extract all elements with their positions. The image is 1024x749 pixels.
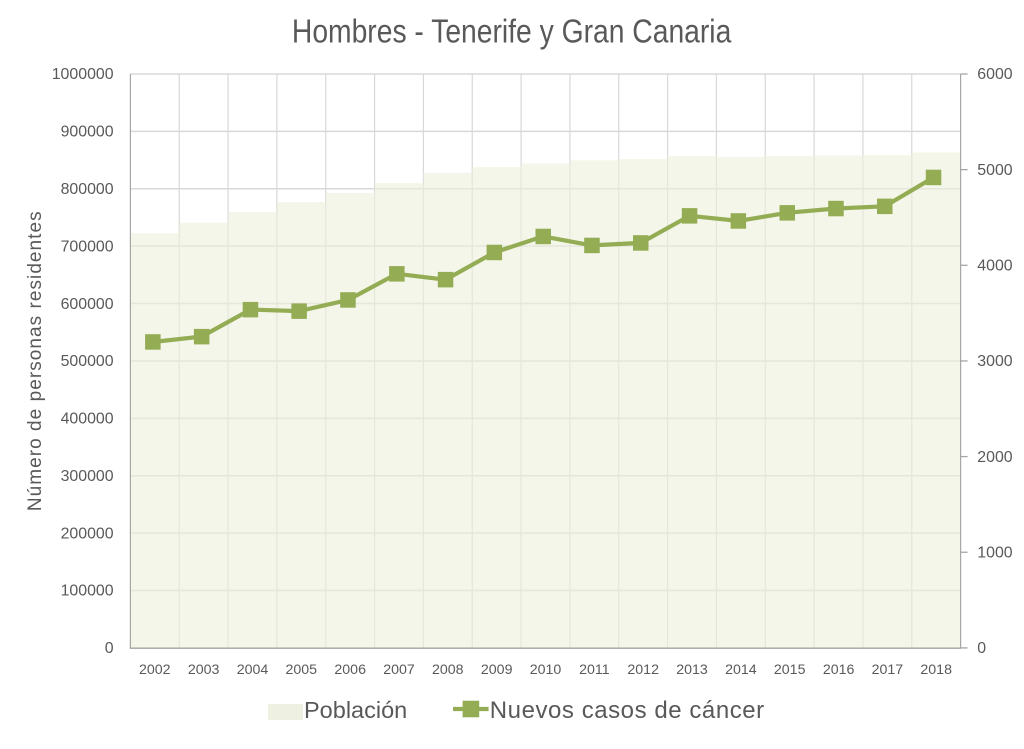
svg-text:2002: 2002 bbox=[139, 662, 171, 678]
svg-text:2018: 2018 bbox=[920, 662, 952, 678]
svg-text:2007: 2007 bbox=[383, 662, 415, 678]
svg-text:Hombres - Tenerife y Gran Cana: Hombres - Tenerife y Gran Canaria bbox=[292, 12, 732, 50]
svg-text:Número de personas residentes: Número de personas residentes bbox=[25, 210, 46, 511]
svg-text:Nuevos casos de cáncer: Nuevos casos de cáncer bbox=[490, 697, 765, 724]
svg-text:800000: 800000 bbox=[61, 181, 114, 198]
svg-text:2010: 2010 bbox=[530, 662, 562, 678]
svg-text:200000: 200000 bbox=[61, 525, 114, 542]
svg-text:300000: 300000 bbox=[61, 468, 114, 485]
svg-text:1000: 1000 bbox=[977, 545, 1013, 562]
svg-text:2008: 2008 bbox=[432, 662, 464, 678]
svg-text:400000: 400000 bbox=[61, 411, 114, 428]
svg-text:5000: 5000 bbox=[977, 162, 1013, 179]
svg-text:1000000: 1000000 bbox=[52, 66, 114, 83]
svg-text:0: 0 bbox=[977, 640, 986, 657]
svg-text:6000: 6000 bbox=[977, 66, 1013, 83]
svg-text:100000: 100000 bbox=[61, 583, 114, 600]
svg-text:2015: 2015 bbox=[774, 662, 806, 678]
svg-text:2017: 2017 bbox=[872, 662, 904, 678]
svg-text:2004: 2004 bbox=[237, 662, 269, 678]
svg-text:2009: 2009 bbox=[481, 662, 513, 678]
svg-text:2012: 2012 bbox=[627, 662, 659, 678]
svg-text:2016: 2016 bbox=[823, 662, 855, 678]
svg-text:500000: 500000 bbox=[61, 353, 114, 370]
svg-text:Población: Población bbox=[304, 697, 407, 723]
svg-text:3000: 3000 bbox=[977, 353, 1013, 370]
svg-text:700000: 700000 bbox=[61, 238, 114, 255]
svg-text:2011: 2011 bbox=[579, 662, 610, 678]
svg-text:2014: 2014 bbox=[725, 662, 757, 678]
svg-text:900000: 900000 bbox=[61, 124, 114, 141]
svg-text:0: 0 bbox=[105, 640, 114, 657]
svg-text:2000: 2000 bbox=[977, 449, 1013, 466]
svg-text:2006: 2006 bbox=[334, 662, 366, 678]
svg-text:600000: 600000 bbox=[61, 296, 114, 313]
svg-text:2003: 2003 bbox=[188, 662, 220, 678]
svg-text:4000: 4000 bbox=[977, 258, 1013, 275]
svg-text:2013: 2013 bbox=[676, 662, 708, 678]
svg-text:2005: 2005 bbox=[286, 662, 318, 678]
